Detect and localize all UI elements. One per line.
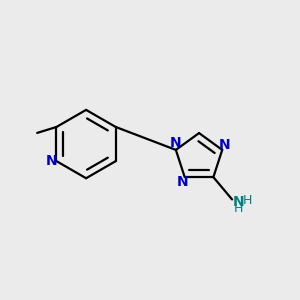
Text: N: N	[45, 154, 57, 168]
Text: H: H	[242, 194, 252, 207]
Text: N: N	[233, 195, 244, 209]
Text: N: N	[170, 136, 182, 150]
Text: H: H	[234, 202, 243, 215]
Text: N: N	[219, 137, 230, 152]
Text: N: N	[176, 176, 188, 190]
